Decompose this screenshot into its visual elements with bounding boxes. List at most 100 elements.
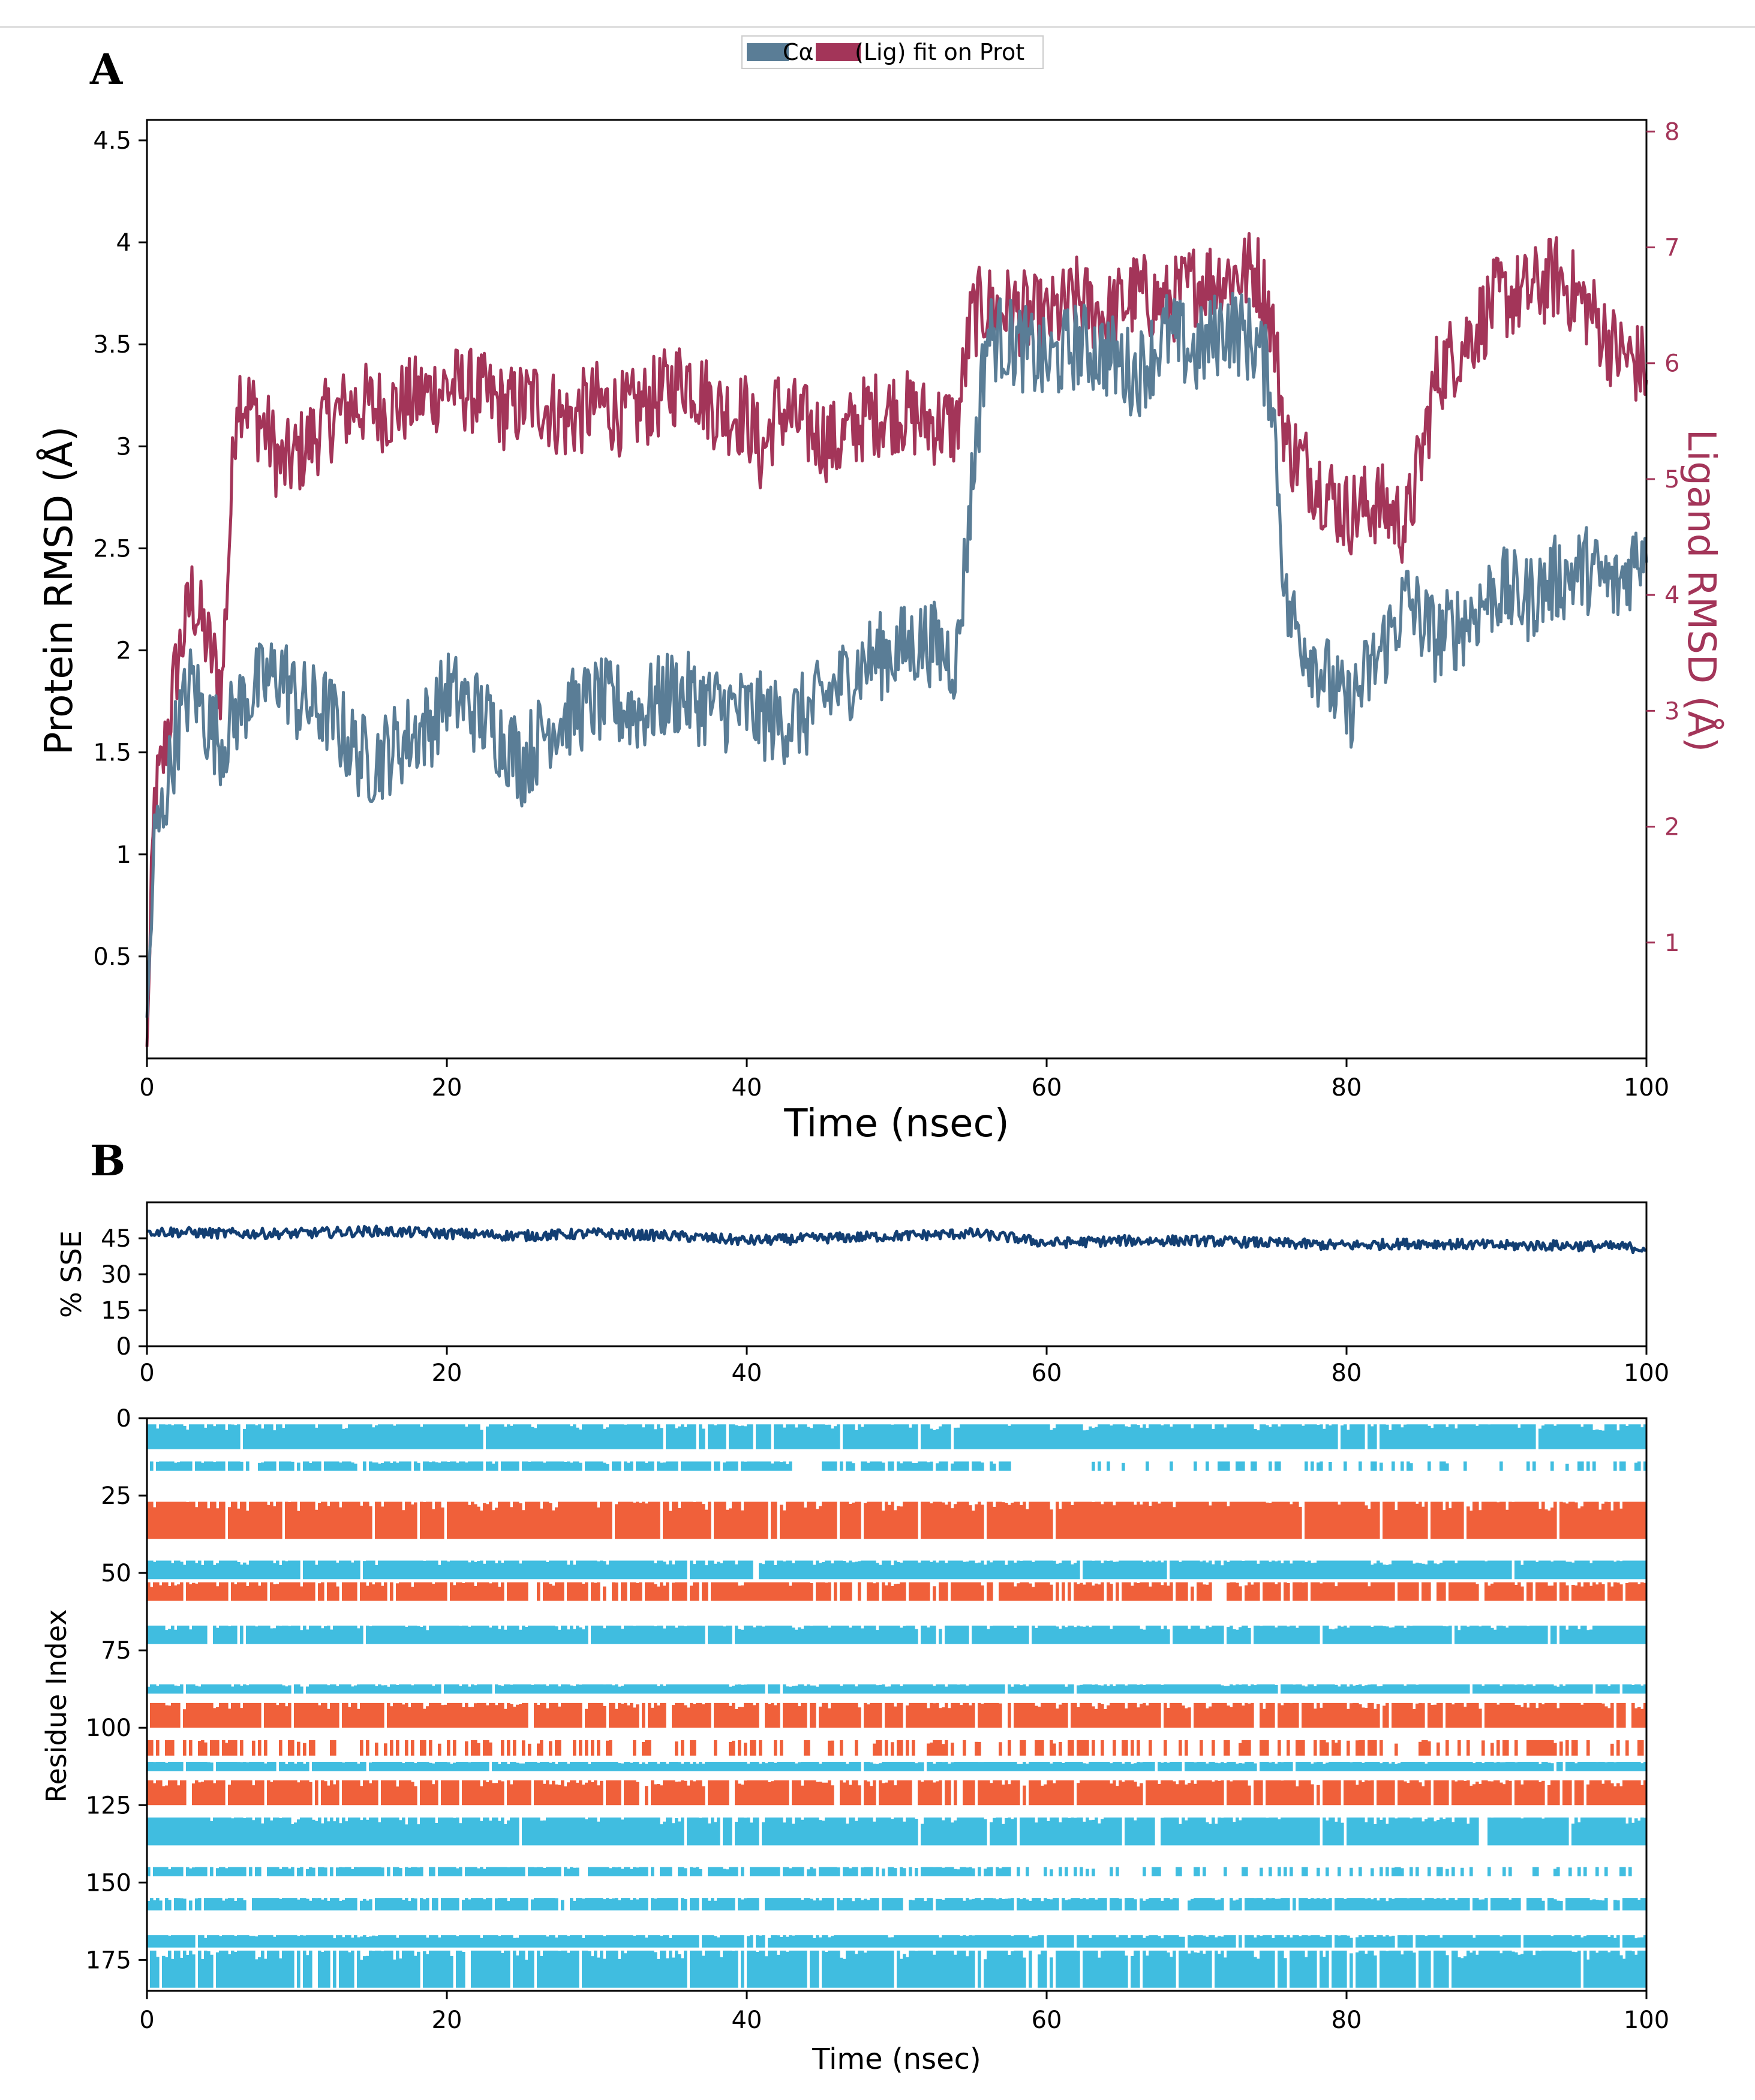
sse-band-fill xyxy=(147,1898,1647,1911)
sse-band-fill xyxy=(147,1424,1647,1449)
timeline-x-axis-label: Time (nsec) xyxy=(812,2042,981,2076)
rmsd-x-axis-label: Time (nsec) xyxy=(783,1102,1009,1146)
y-tick-label: 0.5 xyxy=(93,943,131,971)
y-tick-label: 25 xyxy=(101,1482,131,1510)
sse-band-fill xyxy=(147,1740,1644,1756)
y2-tick-label: 3 xyxy=(1664,697,1679,725)
sse-band-fill xyxy=(150,1461,1647,1471)
legend-swatch-ca xyxy=(747,43,789,61)
rmsd-plot-frame xyxy=(146,119,1648,1060)
sse-band-fill xyxy=(150,1950,1647,1988)
sse-band-strand-172-184 xyxy=(150,1950,1647,1988)
x-tick-label: 80 xyxy=(1332,1074,1362,1102)
x-tick-label: 100 xyxy=(1624,2006,1669,2034)
x-tick-label: 20 xyxy=(432,1359,462,1387)
sse-band-strand-145-148 xyxy=(147,1867,1632,1876)
sse-band-helix-117-125 xyxy=(147,1780,1647,1806)
sse-band-helix-27-39 xyxy=(147,1502,1647,1539)
sse-band-strand-111-114 xyxy=(147,1762,1647,1771)
protein-rmsd-line xyxy=(145,291,1648,1018)
sse-band-fill xyxy=(147,1684,1647,1694)
y-tick-label: 15 xyxy=(101,1297,131,1325)
y-tick-label: 0 xyxy=(116,1333,131,1361)
y-tick-label: 150 xyxy=(86,1869,131,1897)
x-tick-label: 0 xyxy=(139,2006,154,2034)
sse-band-fill xyxy=(147,1582,1647,1601)
y-tick-label: 0 xyxy=(116,1405,131,1433)
y2-tick-label: 8 xyxy=(1664,118,1679,146)
sse-band-strand-46-52 xyxy=(147,1560,1647,1579)
sse-band-helix-92-100 xyxy=(150,1702,1647,1728)
x-tick-label: 80 xyxy=(1332,1359,1362,1387)
y-tick-label: 50 xyxy=(101,1560,131,1587)
y-tick-label: 30 xyxy=(101,1261,131,1289)
y-tick-label: 75 xyxy=(101,1637,131,1665)
y2-tick-label: 7 xyxy=(1664,234,1679,262)
timeline-y-axis-label: Residue Index xyxy=(40,1609,73,1803)
legend-label-ca: Cα xyxy=(783,39,814,65)
panel-b-label: B xyxy=(90,1136,125,1186)
y-tick-label: 3.5 xyxy=(93,331,131,359)
sse-band-fill xyxy=(147,1560,1647,1579)
y-tick-label: 175 xyxy=(86,1946,131,1974)
y-tick-label: 100 xyxy=(86,1714,131,1742)
ligand-rmsd-line xyxy=(145,232,1648,1047)
y-tick-label: 125 xyxy=(86,1792,131,1819)
rmsd-y2-axis-label: Ligand RMSD (Å) xyxy=(1679,429,1724,752)
y-tick-label: 45 xyxy=(101,1225,131,1253)
x-tick-label: 100 xyxy=(1624,1074,1669,1102)
sse-band-fill xyxy=(147,1780,1647,1806)
legend: Cα (Lig) fit on Prot xyxy=(741,35,1044,69)
legend-label-ligand: (Lig) fit on Prot xyxy=(855,39,1024,65)
sse-band-fill xyxy=(147,1502,1647,1539)
legend-swatch-ligand xyxy=(816,43,861,61)
x-tick-label: 60 xyxy=(1032,2006,1062,2034)
x-tick-label: 40 xyxy=(732,1074,762,1102)
sse-band-helix-53-59 xyxy=(147,1582,1647,1601)
y-tick-label: 4 xyxy=(116,229,131,257)
x-tick-label: 100 xyxy=(1624,1359,1669,1387)
sse-band-fill xyxy=(147,1867,1632,1876)
y-tick-label: 4.5 xyxy=(93,127,131,155)
residue-timeline-chart: 0 20 40 60 80 100 0 25 50 75 100 125 150 175 Time (n… xyxy=(40,1405,1669,2076)
sse-band-strand-67-73 xyxy=(147,1625,1647,1644)
sse-chart: 0 20 40 60 80 100 0 15 30 45 % SSE xyxy=(55,1201,1669,1387)
x-tick-label: 80 xyxy=(1332,2006,1362,2034)
sse-band-strand-14-17 xyxy=(150,1461,1647,1471)
y-tick-label: 2.5 xyxy=(93,535,131,562)
rmsd-y-axis-label: Protein RMSD (Å) xyxy=(36,426,82,755)
y-tick-label: 2 xyxy=(116,637,131,665)
sse-band-strand-2-10 xyxy=(147,1424,1647,1449)
y2-tick-label: 2 xyxy=(1664,814,1679,841)
legend-box xyxy=(741,35,1044,69)
sse-band-fill xyxy=(147,1625,1647,1644)
x-tick-label: 40 xyxy=(732,2006,762,2034)
sse-band-strand-155-159 xyxy=(147,1898,1647,1911)
sse-band-helix-104-109 xyxy=(147,1740,1644,1756)
y2-tick-label: 4 xyxy=(1664,582,1679,609)
sse-band-strand-86-89 xyxy=(147,1684,1647,1694)
sse-y-axis-label: % SSE xyxy=(55,1230,88,1318)
y2-tick-label: 1 xyxy=(1664,929,1679,957)
sse-band-fill xyxy=(147,1935,1647,1948)
rmsd-chart: 0 20 40 60 80 100 0.5 1 1.5 2 2.5 3 3.5 4 4.5 1 2 3 4 5 6 7… xyxy=(36,35,1724,1146)
timeline-plot-frame xyxy=(146,1417,1648,1992)
x-tick-label: 40 xyxy=(732,1359,762,1387)
x-tick-label: 60 xyxy=(1032,1074,1062,1102)
sse-band-strand-129-138 xyxy=(147,1817,1647,1846)
sse-band-fill xyxy=(150,1702,1647,1728)
sse-band-fill xyxy=(147,1762,1647,1771)
sse-band-strand-167-171 xyxy=(147,1935,1647,1948)
y-tick-label: 1 xyxy=(116,841,131,869)
sse-plot-frame xyxy=(146,1201,1648,1347)
y2-tick-label: 5 xyxy=(1664,466,1679,494)
x-tick-label: 20 xyxy=(432,2006,462,2034)
y2-tick-label: 6 xyxy=(1664,350,1679,378)
x-tick-label: 0 xyxy=(139,1074,154,1102)
panel-a-label: A xyxy=(89,44,124,94)
sse-line xyxy=(146,1225,1647,1254)
x-tick-label: 0 xyxy=(139,1359,154,1387)
x-tick-label: 60 xyxy=(1032,1359,1062,1387)
x-tick-label: 20 xyxy=(432,1074,462,1102)
